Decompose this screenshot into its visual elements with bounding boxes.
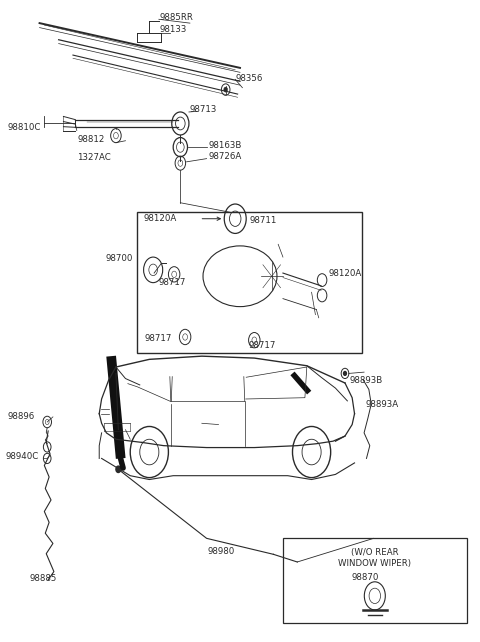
Text: 98163B: 98163B bbox=[208, 141, 242, 150]
Text: 98893A: 98893A bbox=[365, 399, 398, 408]
Text: 98717: 98717 bbox=[144, 334, 172, 343]
Text: 98980: 98980 bbox=[207, 546, 235, 555]
Circle shape bbox=[224, 87, 228, 92]
Text: 98896: 98896 bbox=[7, 412, 35, 421]
Text: 98810C: 98810C bbox=[8, 123, 41, 132]
Text: 98885: 98885 bbox=[29, 574, 57, 583]
Text: WINDOW WIPER): WINDOW WIPER) bbox=[338, 559, 411, 568]
Text: 98717: 98717 bbox=[159, 278, 186, 287]
Circle shape bbox=[116, 466, 120, 473]
Text: 98120A: 98120A bbox=[144, 214, 177, 223]
Text: 98133: 98133 bbox=[160, 25, 187, 34]
Text: 98120A: 98120A bbox=[328, 268, 361, 277]
Text: 98870: 98870 bbox=[351, 573, 379, 582]
Text: 98713: 98713 bbox=[190, 105, 217, 114]
Text: 98893B: 98893B bbox=[350, 376, 383, 385]
Text: (W/O REAR: (W/O REAR bbox=[351, 548, 398, 557]
Text: 98711: 98711 bbox=[250, 216, 277, 225]
Text: 98812: 98812 bbox=[78, 135, 105, 144]
Text: 98356: 98356 bbox=[235, 74, 263, 83]
Text: 1327AC: 1327AC bbox=[77, 153, 110, 162]
Bar bbox=[137, 213, 362, 353]
Text: 98726A: 98726A bbox=[208, 152, 242, 161]
Bar bbox=[283, 539, 467, 623]
Text: 98940C: 98940C bbox=[5, 452, 38, 461]
Text: 98717: 98717 bbox=[249, 341, 276, 350]
Circle shape bbox=[344, 372, 347, 376]
Text: 98700: 98700 bbox=[106, 254, 133, 263]
Text: 9885RR: 9885RR bbox=[160, 13, 194, 22]
